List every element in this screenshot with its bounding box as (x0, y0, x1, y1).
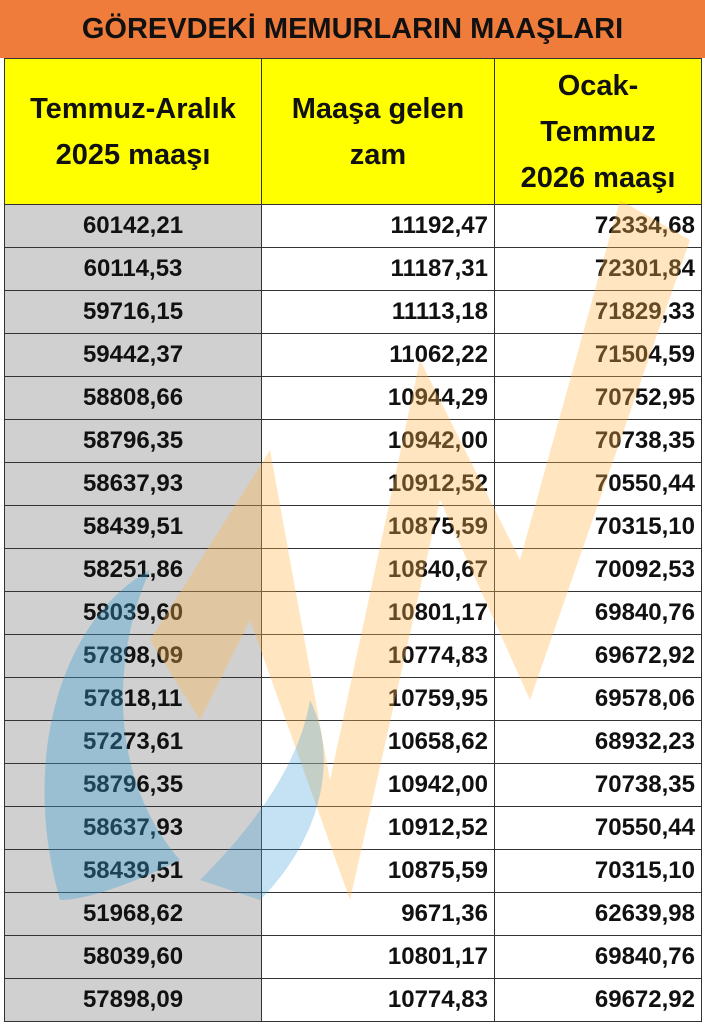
table-cell: 69578,06 (494, 677, 702, 721)
table-cell: 68932,23 (494, 720, 702, 764)
table-cell: 11062,22 (261, 333, 495, 377)
table-row: 60142,21 11192,47 72334,68 (4, 204, 702, 248)
table-cell: 10801,17 (261, 935, 495, 979)
table-cell: 58251,86 (4, 548, 262, 592)
table-cell: 70092,53 (494, 548, 702, 592)
table-row: 57273,61 10658,62 68932,23 (4, 720, 702, 764)
table-cell: 10774,83 (261, 634, 495, 678)
table-cell: 72334,68 (494, 204, 702, 248)
table-cell: 70315,10 (494, 849, 702, 893)
table-cell: 10875,59 (261, 849, 495, 893)
table-cell: 10759,95 (261, 677, 495, 721)
header-cell: Temmuz-Aralık 2025 maaşı (4, 58, 262, 205)
table-cell: 9671,36 (261, 892, 495, 936)
table-cell: 69840,76 (494, 935, 702, 979)
table-cell: 51968,62 (4, 892, 262, 936)
table-cell: 70738,35 (494, 419, 702, 463)
table-row: 58796,35 10942,00 70738,35 (4, 763, 702, 807)
table-row: 60114,53 11187,31 72301,84 (4, 247, 702, 291)
table-cell: 58439,51 (4, 849, 262, 893)
table-row: 58637,93 10912,52 70550,44 (4, 462, 702, 506)
table-row: 51968,62 9671,36 62639,98 (4, 892, 702, 936)
table-cell: 10912,52 (261, 806, 495, 850)
table-row: 57818,11 10759,95 69578,06 (4, 677, 702, 721)
table-row: 58808,66 10944,29 70752,95 (4, 376, 702, 420)
table-cell: 59716,15 (4, 290, 262, 334)
salary-table: Temmuz-Aralık 2025 maaşı Maaşa gelen zam… (4, 58, 702, 1022)
table-cell: 57898,09 (4, 978, 262, 1022)
header-cell: Maaşa gelen zam (261, 58, 495, 205)
table-cell: 58637,93 (4, 462, 262, 506)
table-row: 58251,86 10840,67 70092,53 (4, 548, 702, 592)
table-row: 58039,60 10801,17 69840,76 (4, 935, 702, 979)
header-cell: Ocak-Temmuz 2026 maaşı (494, 58, 702, 205)
table-cell: 10840,67 (261, 548, 495, 592)
table-cell: 71829,33 (494, 290, 702, 334)
table-cell: 70738,35 (494, 763, 702, 807)
table-cell: 58796,35 (4, 419, 262, 463)
table-cell: 62639,98 (494, 892, 702, 936)
table-cell: 70550,44 (494, 806, 702, 850)
table-cell: 10801,17 (261, 591, 495, 635)
table-cell: 58796,35 (4, 763, 262, 807)
table-cell: 70315,10 (494, 505, 702, 549)
table-cell: 58039,60 (4, 935, 262, 979)
table-cell: 10875,59 (261, 505, 495, 549)
header-row: Temmuz-Aralık 2025 maaşı Maaşa gelen zam… (4, 58, 702, 205)
table-row: 58637,93 10912,52 70550,44 (4, 806, 702, 850)
table-row: 58039,60 10801,17 69840,76 (4, 591, 702, 635)
table-row: 59716,15 11113,18 71829,33 (4, 290, 702, 334)
table-cell: 11192,47 (261, 204, 495, 248)
table-cell: 10942,00 (261, 419, 495, 463)
table-cell: 69672,92 (494, 978, 702, 1022)
table-cell: 57898,09 (4, 634, 262, 678)
table-cell: 58808,66 (4, 376, 262, 420)
table-cell: 57818,11 (4, 677, 262, 721)
table-cell: 71504,59 (494, 333, 702, 377)
table-cell: 69840,76 (494, 591, 702, 635)
table-cell: 11187,31 (261, 247, 495, 291)
table-body: 60142,21 11192,47 72334,68 60114,53 11187,31… (4, 204, 702, 1022)
table-cell: 58039,60 (4, 591, 262, 635)
table-row: 57898,09 10774,83 69672,92 (4, 634, 702, 678)
table-cell: 58439,51 (4, 505, 262, 549)
table-cell: 10944,29 (261, 376, 495, 420)
table-cell: 70752,95 (494, 376, 702, 420)
table-row: 58439,51 10875,59 70315,10 (4, 505, 702, 549)
table-cell: 60114,53 (4, 247, 262, 291)
table-cell: 58637,93 (4, 806, 262, 850)
table-cell: 57273,61 (4, 720, 262, 764)
table-cell: 69672,92 (494, 634, 702, 678)
table-cell: 72301,84 (494, 247, 702, 291)
table-row: 57898,09 10774,83 69672,92 (4, 978, 702, 1022)
table-cell: 60142,21 (4, 204, 262, 248)
table-cell: 10658,62 (261, 720, 495, 764)
title: GÖREVDEKİ MEMURLARIN MAAŞLARI (0, 0, 705, 58)
table-cell: 10912,52 (261, 462, 495, 506)
table-cell: 11113,18 (261, 290, 495, 334)
table-cell: 59442,37 (4, 333, 262, 377)
table-cell: 10774,83 (261, 978, 495, 1022)
table-row: 58796,35 10942,00 70738,35 (4, 419, 702, 463)
table-row: 58439,51 10875,59 70315,10 (4, 849, 702, 893)
table-cell: 10942,00 (261, 763, 495, 807)
table-cell: 70550,44 (494, 462, 702, 506)
table-row: 59442,37 11062,22 71504,59 (4, 333, 702, 377)
